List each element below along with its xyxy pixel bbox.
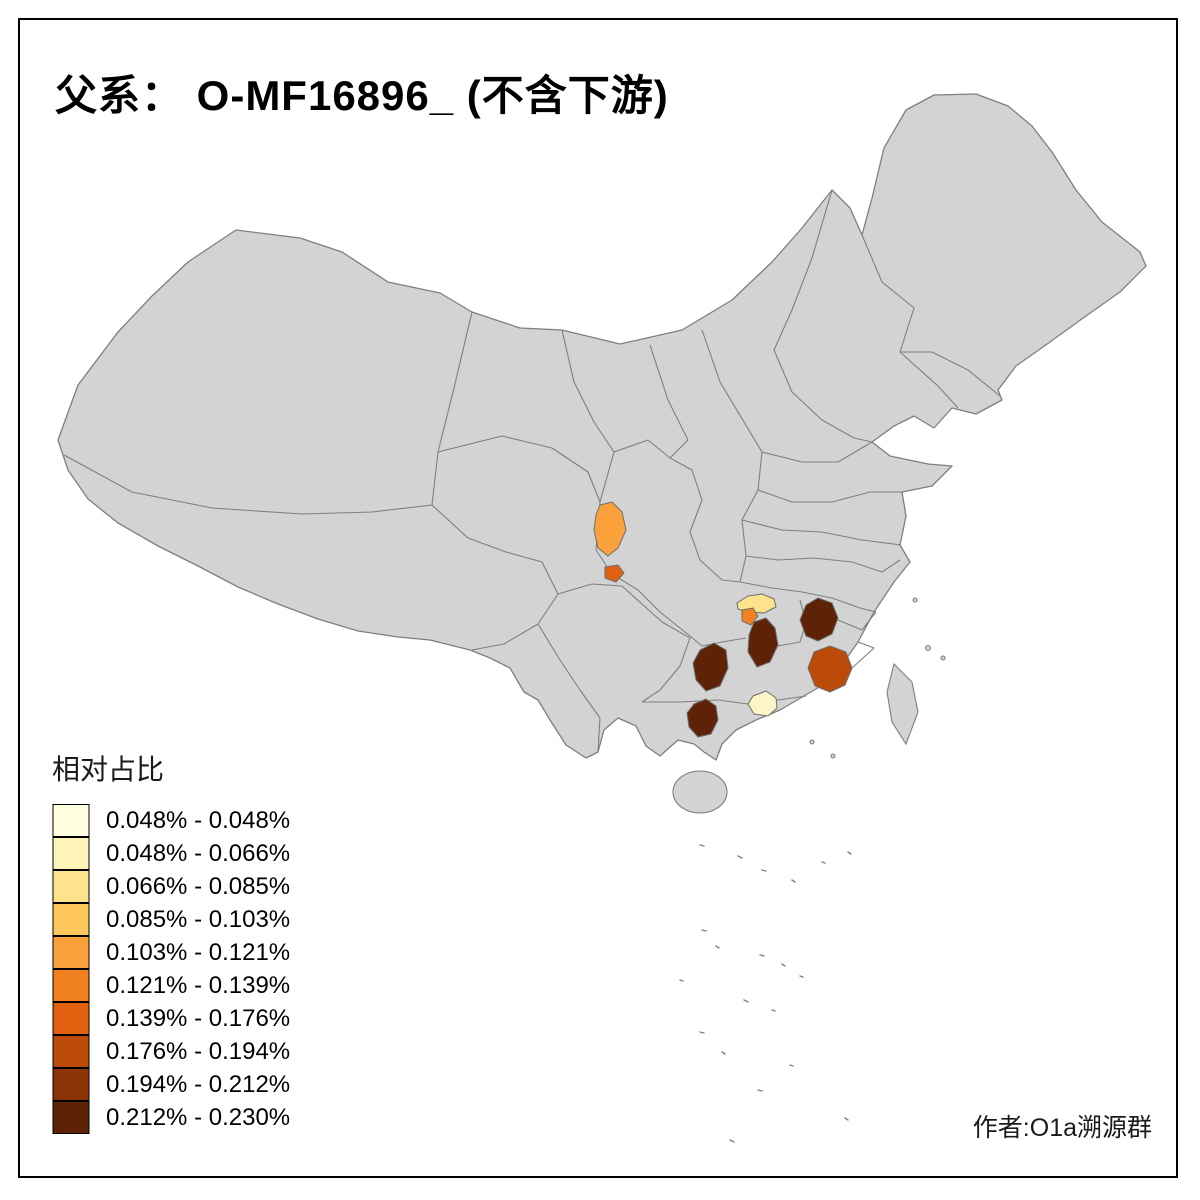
legend-swatch: [52, 870, 90, 903]
legend-label: 0.121% - 0.139%: [106, 971, 291, 999]
islands: [672, 597, 946, 814]
legend-label: 0.176% - 0.194%: [106, 1037, 291, 1065]
south-china-sea-islets: [679, 844, 852, 1143]
highlighted-regions: [593, 501, 853, 738]
legend-row: 0.176% - 0.194%: [52, 1035, 290, 1068]
legend-label: 0.085% - 0.103%: [106, 905, 291, 933]
legend-swatch: [52, 936, 90, 969]
legend-swatch: [52, 804, 90, 837]
region-jiangxi: [799, 597, 839, 642]
legend-label: 0.139% - 0.176%: [106, 1004, 291, 1032]
taiwan-island: [886, 662, 919, 746]
legend-row: 0.066% - 0.085%: [52, 870, 290, 903]
legend-swatch: [52, 1035, 90, 1068]
legend-swatch: [52, 1068, 90, 1101]
legend-row: 0.048% - 0.066%: [52, 837, 290, 870]
legend-row: 0.121% - 0.139%: [52, 969, 290, 1002]
region-hunan: [747, 617, 779, 668]
legend-swatch: [52, 903, 90, 936]
region-guangxi-south: [686, 698, 719, 738]
legend-label: 0.048% - 0.048%: [106, 806, 291, 834]
province-borders: [63, 189, 1001, 753]
legend-title: 相对占比: [52, 754, 165, 785]
legend-swatch: [52, 969, 90, 1002]
region-pearl-delta: [747, 690, 778, 717]
region-guizhou: [692, 642, 729, 692]
region-south-gansu: [593, 501, 627, 557]
legend-swatch: [52, 1002, 90, 1035]
legend-label: 0.194% - 0.212%: [106, 1070, 291, 1098]
legend-row: 0.139% - 0.176%: [52, 1002, 290, 1035]
legend-swatch: [52, 1101, 90, 1134]
legend-row: 0.048% - 0.048%: [52, 804, 290, 837]
legend: 相对占比 0.048% - 0.048% 0.048% - 0.066% 0.0…: [52, 748, 290, 1134]
legend-row: 0.194% - 0.212%: [52, 1068, 290, 1101]
region-chongqing-west: [604, 564, 625, 583]
credit-text: 作者:O1a溯源群: [972, 1114, 1152, 1142]
region-guangdong-east: [807, 645, 853, 693]
mainland-outline: [57, 93, 1147, 761]
legend-row: 0.212% - 0.230%: [52, 1101, 290, 1134]
legend-row: 0.085% - 0.103%: [52, 903, 290, 936]
legend-label: 0.066% - 0.085%: [106, 872, 291, 900]
hainan-island: [672, 770, 728, 814]
legend-label: 0.103% - 0.121%: [106, 938, 291, 966]
map-title: 父系： O-MF16896_ (不含下游): [55, 72, 669, 119]
legend-label: 0.212% - 0.230%: [106, 1103, 291, 1131]
legend-label: 0.048% - 0.066%: [106, 839, 291, 867]
region-hunan-north: [741, 607, 759, 626]
legend-swatch: [52, 837, 90, 870]
region-hubei-south: [736, 593, 777, 614]
legend-row: 0.103% - 0.121%: [52, 936, 290, 969]
